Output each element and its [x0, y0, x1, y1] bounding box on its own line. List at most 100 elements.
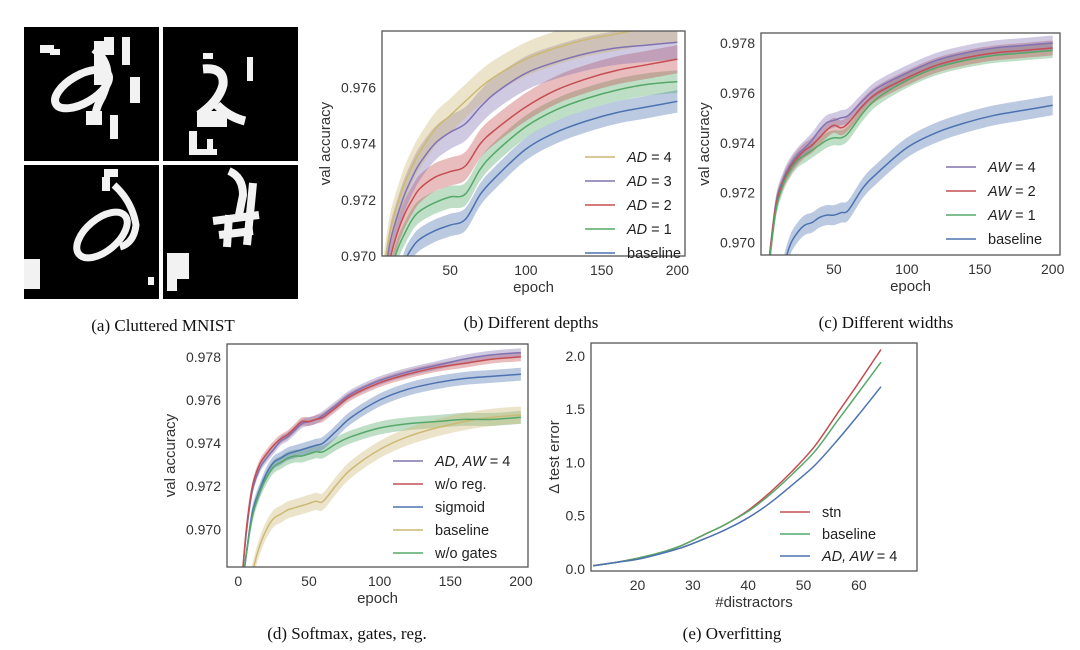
legend-item: stn	[780, 505, 841, 521]
x-tick-label: 60	[851, 577, 867, 593]
plot-frame	[381, 30, 686, 257]
confidence-band-ad-2	[388, 45, 678, 256]
series-line-baseline	[786, 104, 1053, 255]
y-tick-label: 0.974	[341, 136, 376, 152]
y-tick-label: 0.970	[341, 248, 376, 264]
x-tick-label: 50	[442, 262, 458, 278]
legend-item: baseline	[946, 232, 1042, 248]
legend-item: AW = 1	[946, 208, 1036, 224]
y-tick-label: 0.974	[720, 135, 755, 151]
series-line-ad-1	[394, 80, 678, 256]
series-line-ad-2	[389, 58, 678, 256]
x-tick-label: 150	[439, 573, 463, 589]
legend-label: AD = 4	[626, 150, 672, 166]
legend-item: sigmoid	[393, 500, 485, 516]
legend-item: AD = 3	[585, 174, 672, 190]
y-tick-label: 0.976	[720, 85, 755, 101]
legend-label: AD, AW = 4	[821, 549, 897, 565]
confidence-band-aw-2	[768, 40, 1053, 255]
legend-label: AW = 2	[987, 184, 1036, 200]
x-tick-label: 100	[895, 261, 919, 277]
plot-data-layer	[768, 35, 1053, 255]
series-line-ad-aw-4	[593, 386, 882, 567]
series-line-sigmoid	[243, 373, 521, 567]
y-tick-label: 0.978	[720, 35, 755, 51]
confidence-band-baseline	[251, 406, 521, 567]
legend-item: AD = 2	[585, 198, 672, 214]
plot-data-layer	[593, 348, 882, 567]
confidence-band-ad-1	[392, 70, 678, 256]
legend-label: w/o reg.	[434, 477, 487, 493]
mnist-sample-2	[163, 27, 298, 161]
x-tick-label: 200	[509, 573, 533, 589]
y-tick-label: 0.976	[186, 392, 221, 408]
plot-frame	[226, 343, 529, 568]
legend-label: baseline	[435, 523, 489, 539]
legend-item: AD = 4	[585, 150, 672, 166]
x-tick-label: 50	[796, 577, 812, 593]
caption-e: (e) Overfitting	[682, 624, 782, 643]
y-tick-label: 0.974	[186, 435, 221, 451]
mnist-sample-3	[24, 165, 159, 299]
series-line-aw-2	[768, 47, 1053, 255]
legend-item: AW = 4	[946, 160, 1036, 176]
x-tick-label: 150	[590, 262, 614, 278]
plot-frame	[590, 342, 918, 572]
x-tick-label: 100	[368, 573, 392, 589]
legend-item: baseline	[393, 523, 489, 539]
series-line-w-o-reg-	[242, 356, 521, 567]
series-line-baseline	[252, 414, 521, 567]
y-tick-label: 0.5	[566, 508, 586, 524]
x-axis-label: epoch	[890, 278, 931, 295]
legend: AW = 4 AW = 2 AW = 1 baseline	[946, 160, 1042, 248]
series-line-baseline	[593, 361, 882, 567]
series-line-baseline	[406, 100, 678, 256]
legend-label: AD, AW = 4	[434, 454, 510, 470]
y-axis-label: val accuracy	[317, 101, 334, 185]
x-tick-label: 150	[968, 261, 992, 277]
x-tick-label: 50	[826, 261, 842, 277]
y-axis-label: val accuracy	[162, 413, 179, 497]
caption-c: (c) Different widths	[818, 313, 954, 332]
caption-a: (a) Cluttered MNIST	[91, 316, 235, 335]
confidence-band-baseline	[402, 90, 678, 256]
plot-area	[591, 343, 917, 571]
y-tick-label: 0.976	[341, 79, 376, 95]
legend-label: AD = 1	[626, 222, 672, 238]
plot-data-layer	[242, 348, 521, 567]
y-tick-label: 0.978	[186, 349, 221, 365]
legend-item: AW = 2	[946, 184, 1036, 200]
y-axis-label: val accuracy	[696, 102, 713, 186]
legend-item: AD, AW = 4	[780, 549, 897, 565]
y-tick-label: 0.970	[186, 521, 221, 537]
x-tick-label: 30	[685, 577, 701, 593]
confidence-band-baseline	[784, 95, 1053, 255]
series-line-ad-3	[386, 41, 678, 256]
legend-label: AW = 1	[987, 208, 1036, 224]
legend-label: AD = 3	[626, 174, 672, 190]
mnist-sample-1	[24, 27, 159, 161]
legend-label: baseline	[627, 246, 681, 262]
legend-item: w/o reg.	[393, 477, 487, 493]
caption-b: (b) Different depths	[463, 313, 599, 332]
y-tick-label: 0.970	[720, 235, 755, 251]
y-tick-label: 0.972	[341, 192, 376, 208]
x-tick-label: 100	[514, 262, 538, 278]
x-axis-label: epoch	[513, 279, 554, 296]
plot-area	[761, 33, 1060, 255]
y-tick-label: 1.5	[566, 401, 586, 417]
x-tick-label: 50	[301, 573, 317, 589]
series-line-aw-4	[768, 42, 1053, 255]
legend-label: w/o gates	[434, 546, 497, 562]
legend-label: baseline	[988, 232, 1042, 248]
x-tick-label: 200	[1041, 261, 1065, 277]
legend-label: AW = 4	[987, 160, 1036, 176]
plot-frame	[760, 32, 1061, 256]
legend-item: AD = 1	[585, 222, 672, 238]
y-tick-label: 0.972	[186, 478, 221, 494]
x-tick-label: 40	[740, 577, 756, 593]
legend-label: stn	[822, 505, 841, 521]
mnist-digit-image	[24, 169, 154, 289]
